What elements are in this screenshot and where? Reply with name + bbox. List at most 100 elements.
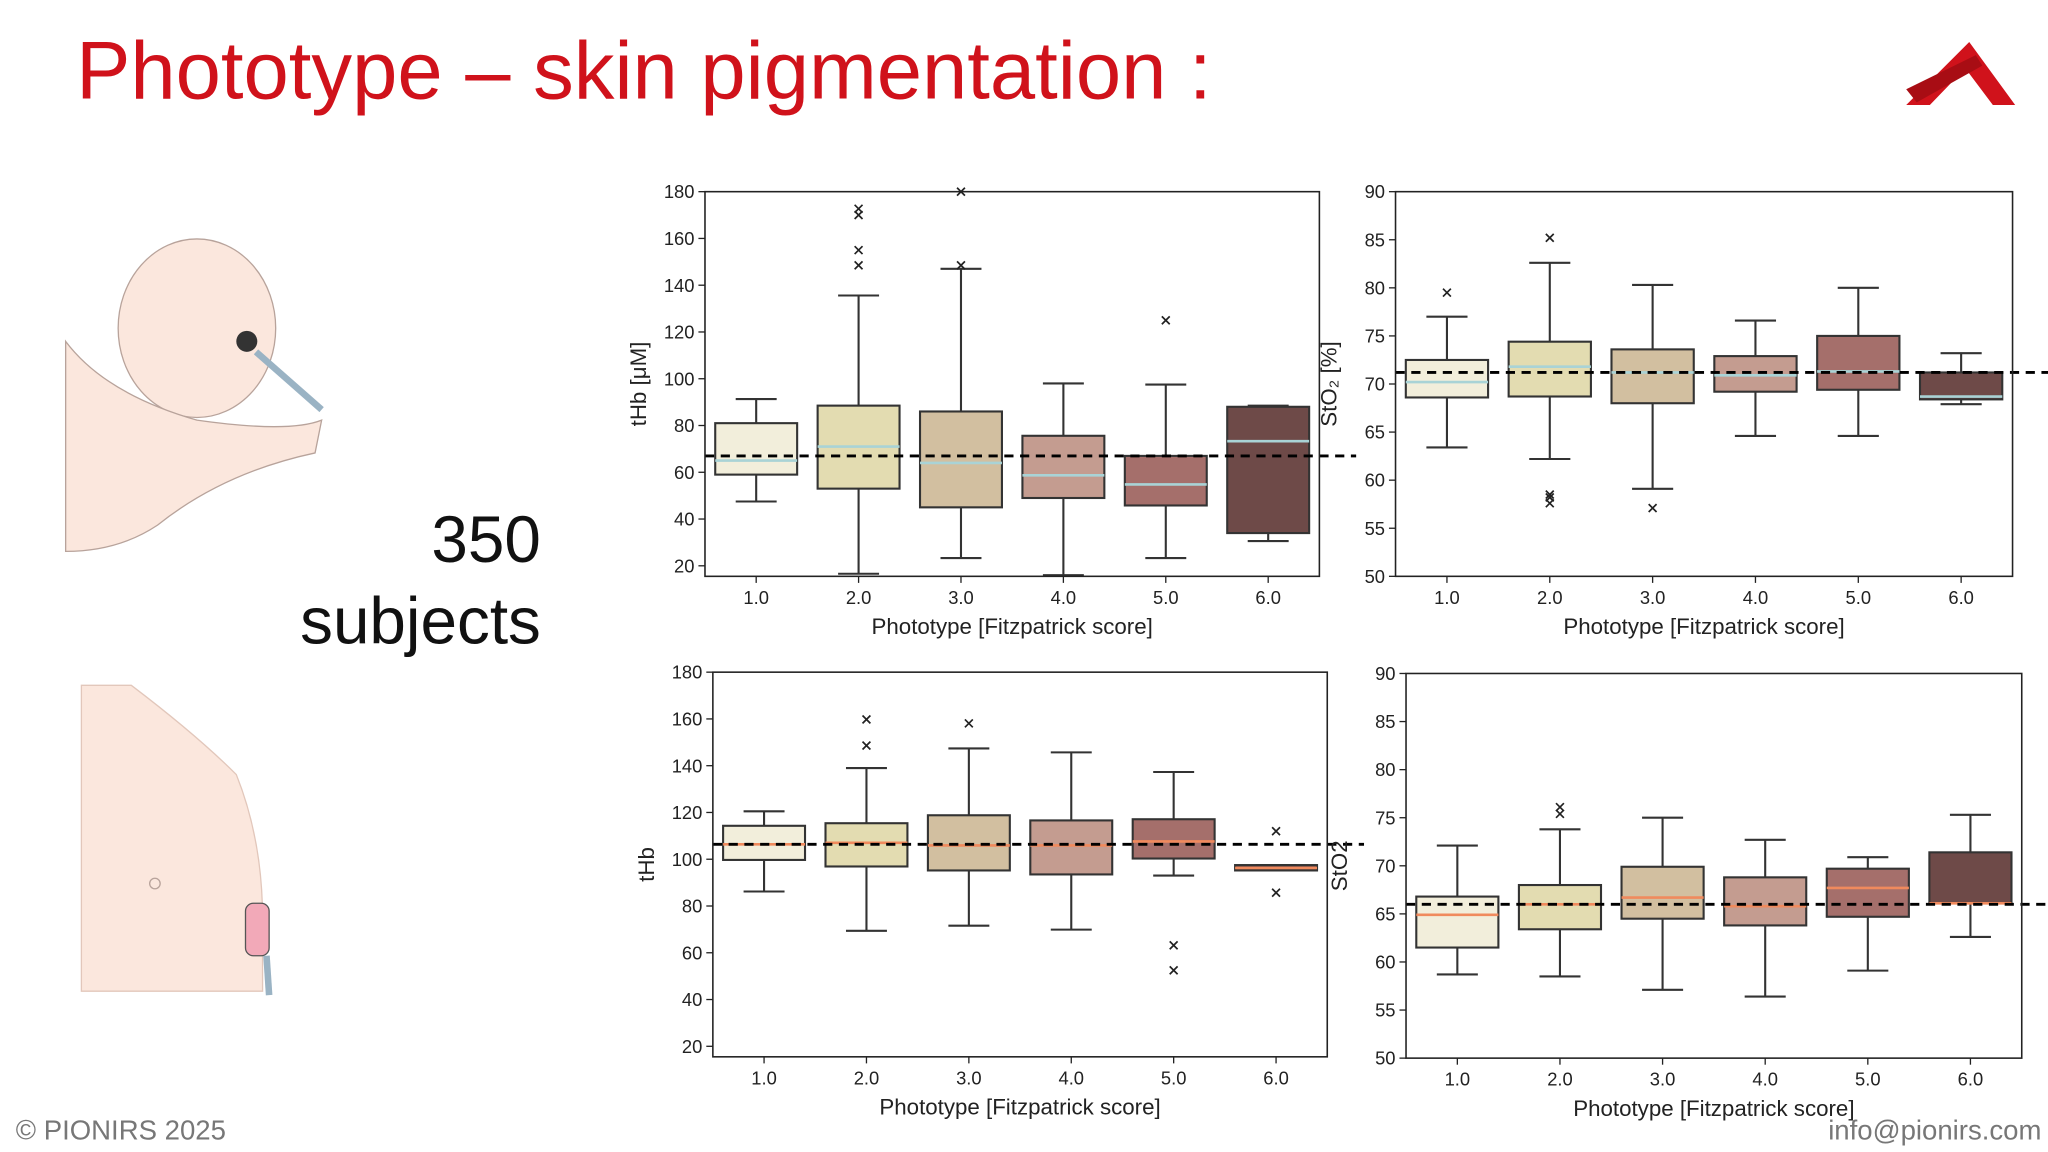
y-tick-label: 160 — [664, 228, 695, 249]
y-tick-label: 20 — [682, 1036, 702, 1057]
x-tick-label: 4.0 — [1051, 587, 1077, 608]
x-axis-label: Phototype [Fitzpatrick score] — [879, 1095, 1160, 1120]
box — [1131, 818, 1216, 860]
flier — [854, 210, 864, 220]
flier — [1161, 315, 1171, 325]
flier — [1555, 802, 1565, 812]
flier — [1545, 233, 1555, 243]
y-tick-label: 80 — [1375, 759, 1395, 780]
x-tick-label: 5.0 — [1161, 1067, 1187, 1088]
plot-frame — [712, 671, 1329, 1058]
box — [1918, 371, 2004, 401]
y-tick-label: 40 — [674, 509, 694, 530]
flier — [854, 245, 864, 255]
y-axis-label: tHb — [634, 847, 659, 882]
y-tick-label: 55 — [1365, 518, 1385, 539]
y-tick-label: 80 — [674, 415, 694, 436]
y-tick-label: 55 — [1375, 1000, 1395, 1021]
y-tick-label: 75 — [1365, 325, 1385, 346]
flier — [1545, 490, 1555, 500]
slide-title: Phototype – skin pigmentation : — [76, 25, 1211, 116]
box — [714, 422, 799, 476]
footer-copyright: © PIONIRS 2025 — [16, 1115, 226, 1146]
x-tick-label: 6.0 — [1948, 587, 1974, 608]
box — [918, 410, 1003, 509]
y-tick-label: 60 — [682, 942, 702, 963]
y-tick-label: 70 — [1365, 374, 1385, 395]
box — [1816, 334, 1901, 391]
box — [1723, 876, 1808, 927]
x-tick-label: 5.0 — [1153, 587, 1179, 608]
box — [1029, 819, 1114, 876]
y-axis-label: tHb [μM] — [626, 342, 651, 427]
x-axis-label: Phototype [Fitzpatrick score] — [1573, 1096, 1854, 1121]
y-axis-label: StO₂ [%] — [1316, 341, 1341, 426]
box — [1226, 405, 1311, 535]
x-tick-label: 3.0 — [1640, 587, 1666, 608]
y-tick-label: 50 — [1375, 1048, 1395, 1069]
x-tick-label: 2.0 — [1537, 587, 1563, 608]
footer-email: info@pionirs.com — [1828, 1115, 2041, 1146]
subject-label: subjects — [300, 584, 541, 657]
y-tick-label: 100 — [664, 368, 695, 389]
y-tick-label: 100 — [672, 849, 703, 870]
x-tick-label: 5.0 — [1846, 587, 1872, 608]
flier — [1555, 809, 1565, 819]
subject-count: 350 — [431, 503, 541, 576]
x-tick-label: 2.0 — [846, 587, 872, 608]
y-tick-label: 120 — [664, 322, 695, 343]
x-tick-label: 5.0 — [1855, 1069, 1881, 1090]
y-tick-label: 90 — [1365, 181, 1385, 202]
flier — [1169, 965, 1179, 975]
x-tick-label: 1.0 — [751, 1067, 777, 1088]
plot-frame — [704, 190, 1321, 578]
y-tick-label: 60 — [1375, 952, 1395, 973]
chart: 50 55 60 65 70 75 80 85 90 1.0 2.0 3.0 4.0 5.0 6.0 Phot… — [1327, 663, 2048, 1121]
x-tick-label: 2.0 — [1547, 1069, 1573, 1090]
y-tick-label: 65 — [1375, 903, 1395, 924]
box — [1507, 340, 1592, 398]
x-tick-label: 1.0 — [743, 587, 769, 608]
box — [1021, 434, 1106, 500]
flier — [956, 260, 966, 270]
x-tick-label: 3.0 — [948, 587, 974, 608]
y-tick-label: 90 — [1375, 663, 1395, 684]
flier — [1271, 826, 1281, 836]
chart: 20 40 60 80 100 120 140 160 180 1.0 2.0 3.0 4.0 5.0 6.… — [626, 181, 1357, 639]
x-tick-label: 6.0 — [1958, 1069, 1984, 1090]
infant-illustration — [64, 238, 324, 553]
x-tick-label: 4.0 — [1743, 587, 1769, 608]
y-axis-label: StO2 — [1327, 840, 1352, 891]
x-tick-label: 2.0 — [854, 1067, 880, 1088]
flier — [854, 260, 864, 270]
y-tick-label: 180 — [664, 181, 695, 202]
y-tick-label: 85 — [1365, 229, 1385, 250]
flier — [1545, 498, 1555, 508]
flier — [1648, 503, 1658, 513]
y-tick-label: 65 — [1365, 422, 1385, 443]
y-tick-label: 20 — [674, 555, 694, 576]
x-tick-label: 1.0 — [1445, 1069, 1471, 1090]
box — [1620, 865, 1705, 920]
x-tick-label: 6.0 — [1255, 587, 1281, 608]
chart: 50 55 60 65 70 75 80 85 90 1.0 2.0 3.0 4.0 5.0 6.0 Phot… — [1316, 181, 2048, 639]
plot-frame — [1405, 672, 2023, 1059]
flier — [861, 714, 872, 724]
chart: 20 40 60 80 100 120 140 160 180 1.0 2.0 3.0 4.0 5.0 6.… — [634, 662, 1365, 1120]
y-tick-label: 50 — [1365, 566, 1385, 587]
flier — [964, 718, 974, 728]
box — [1610, 348, 1695, 405]
y-tick-label: 40 — [682, 989, 702, 1010]
box — [1825, 867, 1910, 918]
y-tick-label: 140 — [672, 755, 703, 776]
flier — [861, 741, 872, 751]
y-tick-label: 70 — [1375, 855, 1395, 876]
y-tick-label: 80 — [1365, 277, 1385, 298]
y-tick-label: 60 — [674, 462, 694, 483]
y-tick-label: 75 — [1375, 807, 1395, 828]
box — [1404, 358, 1490, 399]
y-tick-label: 85 — [1375, 711, 1395, 732]
x-tick-label: 1.0 — [1434, 587, 1460, 608]
x-tick-label: 3.0 — [956, 1067, 982, 1088]
